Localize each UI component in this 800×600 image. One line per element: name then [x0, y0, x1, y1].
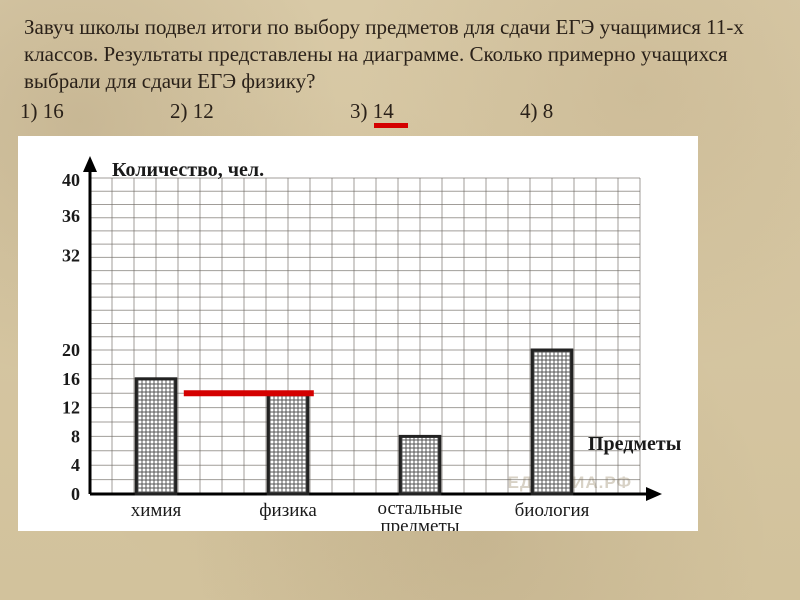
- answer-option-3[interactable]: 3) 14: [350, 99, 520, 124]
- svg-text:16: 16: [62, 368, 80, 388]
- correct-underline: [374, 123, 408, 128]
- answer-option-1[interactable]: 1) 16: [10, 99, 170, 124]
- svg-text:биология: биология: [515, 500, 590, 521]
- svg-text:Количество, чел.: Количество, чел.: [112, 159, 264, 181]
- question-text: Завуч школы подвел итоги по выбору предм…: [0, 0, 800, 95]
- answer-row: 1) 16 2) 12 3) 14 4) 8: [0, 95, 800, 124]
- svg-text:20: 20: [62, 340, 80, 360]
- page-root: Завуч школы подвел итоги по выбору предм…: [0, 0, 800, 600]
- answer-label: 2) 12: [170, 99, 214, 123]
- svg-text:предметы: предметы: [380, 516, 459, 531]
- svg-text:40: 40: [62, 170, 80, 190]
- answer-label: 1) 16: [20, 99, 64, 123]
- svg-text:32: 32: [62, 245, 80, 265]
- answer-label: 4) 8: [520, 99, 553, 123]
- svg-text:36: 36: [62, 205, 80, 225]
- answer-label: 3) 14: [350, 99, 394, 123]
- svg-text:12: 12: [62, 397, 80, 417]
- svg-text:4: 4: [71, 455, 80, 475]
- chart-container: ЕДАМГИА.РФ048121620323640Количество, чел…: [18, 136, 698, 531]
- svg-text:физика: физика: [259, 500, 317, 521]
- answer-option-2[interactable]: 2) 12: [170, 99, 350, 124]
- svg-text:0: 0: [71, 484, 80, 504]
- svg-text:химия: химия: [131, 500, 182, 521]
- answer-option-4[interactable]: 4) 8: [520, 99, 553, 124]
- bar-chart: ЕДАМГИА.РФ048121620323640Количество, чел…: [18, 136, 698, 531]
- svg-text:Предметы: Предметы: [588, 433, 682, 455]
- svg-text:8: 8: [71, 426, 80, 446]
